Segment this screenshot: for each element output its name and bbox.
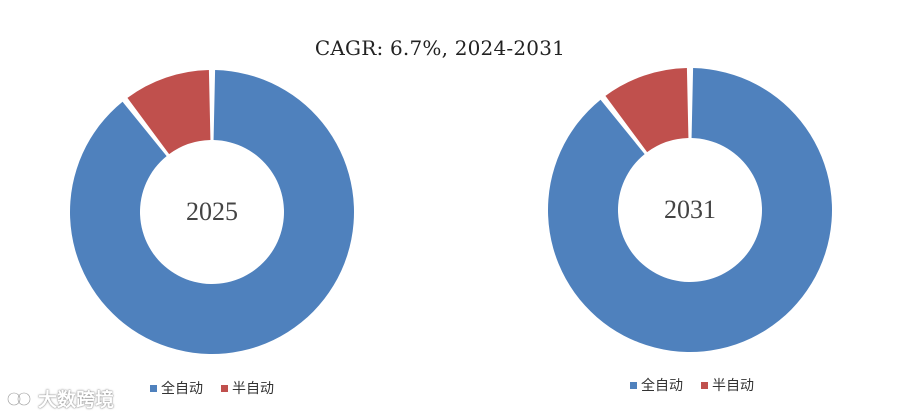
legend-entry-full-auto: 全自动 xyxy=(630,375,683,395)
legend-entry-semi-auto: 半自动 xyxy=(701,375,754,395)
slice-2025-full-auto xyxy=(69,70,354,354)
legend-2025: 全自动 半自动 xyxy=(150,378,288,398)
legend-swatch-full-auto xyxy=(150,384,157,392)
legend-2031: 全自动 半自动 xyxy=(630,375,768,395)
logo-icon xyxy=(6,389,34,409)
legend-entry-full-auto: 全自动 xyxy=(150,378,203,398)
slice-2025-semi-auto xyxy=(127,70,211,155)
watermark: 大数跨境 xyxy=(6,385,114,412)
legend-swatch-semi-auto xyxy=(221,384,228,392)
legend-label-full-auto: 全自动 xyxy=(641,378,683,394)
legend-swatch-semi-auto xyxy=(701,381,708,389)
legend-label-full-auto: 全自动 xyxy=(161,381,203,397)
watermark-text: 大数跨境 xyxy=(38,389,115,411)
chart-title: CAGR: 6.7%, 2024-2031 xyxy=(314,36,566,60)
center-label-2031: 2031 xyxy=(664,195,716,224)
legend-swatch-full-auto xyxy=(630,381,637,389)
center-label-2025: 2025 xyxy=(186,197,238,226)
legend-entry-semi-auto: 半自动 xyxy=(221,378,274,398)
legend-label-semi-auto: 半自动 xyxy=(232,381,274,397)
legend-label-semi-auto: 半自动 xyxy=(712,378,754,394)
slice-2031-full-auto xyxy=(548,68,833,352)
slice-2031-semi-auto xyxy=(605,68,689,153)
donut-2031: 2031 xyxy=(548,68,833,352)
donut-2025: 2025 xyxy=(69,70,354,354)
